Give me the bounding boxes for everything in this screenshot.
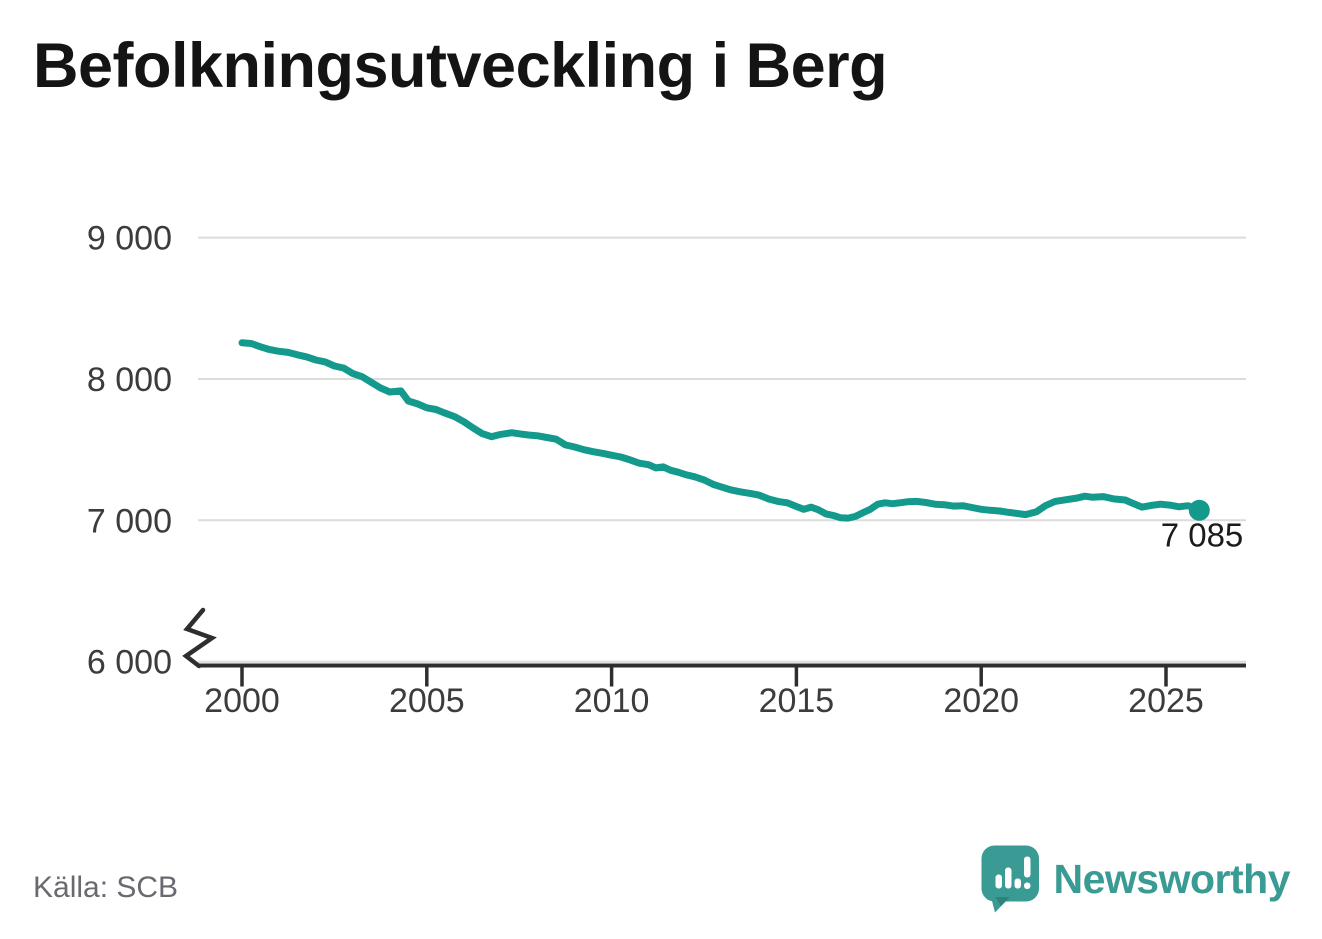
y-tick-label: 9 000 bbox=[87, 220, 172, 258]
y-tick-label: 6 000 bbox=[87, 644, 172, 682]
chart-title: Befolkningsutveckling i Berg bbox=[33, 31, 888, 101]
x-tick-label: 2010 bbox=[574, 682, 650, 720]
x-tick-label: 2015 bbox=[759, 682, 835, 720]
end-value-label: 7 085 bbox=[1161, 516, 1244, 553]
axis-break-icon bbox=[182, 607, 217, 669]
source-label: Källa: SCB bbox=[33, 871, 179, 904]
newsworthy-bubble-chart-icon bbox=[981, 845, 1039, 913]
gridlines bbox=[198, 236, 1246, 663]
y-tick-label: 8 000 bbox=[87, 361, 172, 399]
newsworthy-logo: Newsworthy bbox=[981, 845, 1291, 913]
y-axis-labels: 9 000 8 000 7 000 6 000 bbox=[87, 220, 172, 682]
x-axis-ticks: 2000 2005 2010 2015 2020 2025 bbox=[204, 667, 1204, 720]
y-tick-label: 7 000 bbox=[87, 502, 172, 540]
x-tick-label: 2000 bbox=[204, 682, 280, 720]
x-tick-label: 2020 bbox=[943, 682, 1019, 720]
newsworthy-wordmark: Newsworthy bbox=[1053, 855, 1291, 902]
x-tick-label: 2025 bbox=[1128, 682, 1204, 720]
x-tick-label: 2005 bbox=[389, 682, 465, 720]
end-point-dot bbox=[1188, 499, 1210, 521]
population-series-line bbox=[238, 339, 1203, 522]
